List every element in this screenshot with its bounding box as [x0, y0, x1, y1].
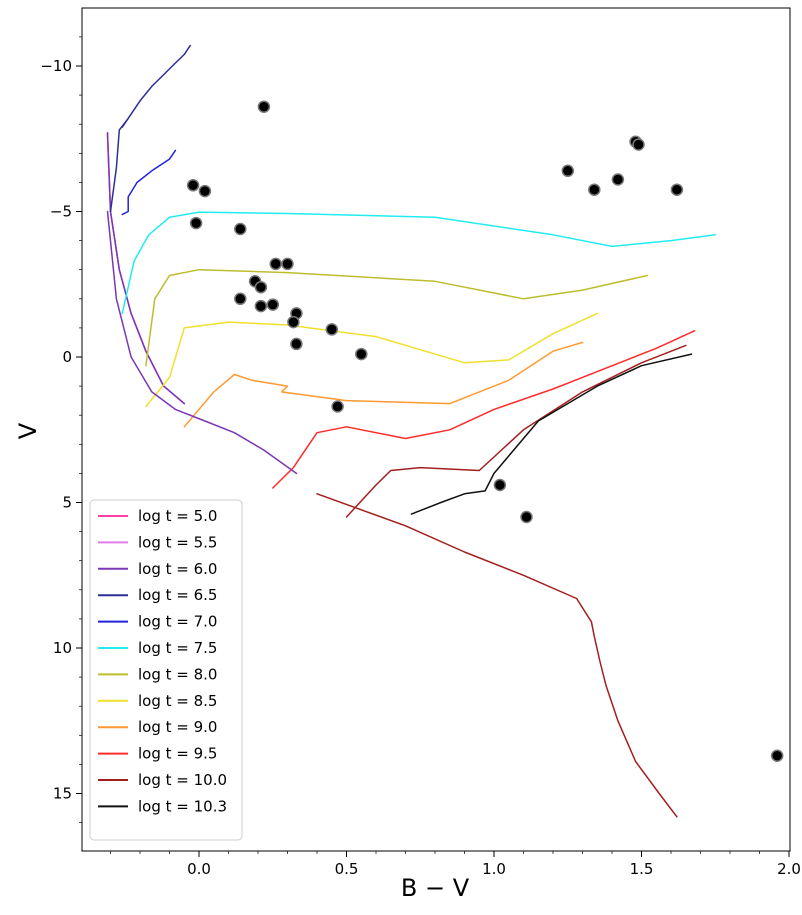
x-axis-label: B − V [401, 874, 470, 902]
series-line-12 [316, 493, 678, 818]
data-point-20 [561, 164, 575, 178]
x-axis-ticks: 0.0 0.5 1.0 1.5 2.0 [110, 851, 801, 878]
series-line-11 [410, 353, 693, 515]
data-point-8 [254, 280, 268, 294]
x-tick-label: 0.0 [187, 860, 211, 878]
y-tick-label: 5 [62, 494, 72, 512]
y-axis-label: V [14, 422, 42, 439]
data-point-14 [325, 323, 339, 336]
y-tick-label: 0 [62, 348, 72, 366]
data-points [186, 100, 784, 762]
legend-label: log t = 7.0 [138, 613, 217, 631]
data-point-13 [287, 315, 300, 329]
series-line-4 [121, 149, 177, 216]
y-tick-label: −10 [40, 57, 72, 75]
legend-label: log t = 6.5 [138, 586, 217, 604]
legend: log t = 5.0 log t = 5.5 log t = 6.0 log t =… [89, 499, 243, 841]
data-point-25 [670, 183, 684, 196]
data-point-0 [257, 100, 271, 113]
series-line-8 [183, 341, 584, 428]
data-point-22 [611, 173, 625, 186]
legend-box [89, 499, 243, 841]
data-point-1 [186, 179, 200, 192]
data-point-5 [269, 257, 282, 271]
data-point-21 [588, 183, 601, 196]
data-point-6 [281, 257, 294, 271]
data-point-2 [198, 184, 212, 198]
series-line-6 [145, 268, 649, 367]
x-tick-label: 0.5 [335, 860, 359, 878]
legend-label: log t = 9.0 [138, 718, 217, 736]
data-point-4 [234, 222, 247, 236]
series-line-3 [109, 44, 191, 213]
x-tick-label: 2.0 [777, 860, 801, 878]
x-tick-label: 1.0 [482, 860, 506, 878]
y-tick-label: −5 [50, 203, 72, 221]
legend-label: log t = 10.0 [138, 771, 227, 789]
isochrone-curves [106, 44, 717, 818]
legend-label: log t = 6.0 [138, 560, 217, 578]
y-tick-label: 10 [53, 639, 72, 657]
data-point-3 [189, 216, 203, 230]
series-line-9 [272, 330, 696, 489]
data-point-16 [355, 347, 368, 361]
data-point-18 [493, 478, 507, 492]
data-point-10 [266, 298, 280, 311]
x-tick-label: 1.5 [630, 860, 654, 878]
series-line-13 [106, 210, 298, 475]
data-point-17 [331, 400, 344, 413]
data-point-26 [770, 749, 784, 762]
data-point-11 [254, 299, 268, 313]
legend-label: log t = 9.5 [138, 745, 217, 763]
data-point-19 [520, 510, 533, 524]
y-axis-ticks: −10 −5 0 5 10 15 [40, 36, 82, 823]
legend-label: log t = 8.5 [138, 692, 217, 710]
y-tick-label: 15 [53, 785, 72, 803]
legend-label: log t = 7.5 [138, 639, 217, 657]
data-point-9 [234, 292, 247, 306]
series-line-5 [121, 211, 717, 315]
legend-label: log t = 5.0 [138, 507, 217, 525]
legend-label: log t = 8.0 [138, 665, 217, 683]
series-line-10 [345, 344, 687, 518]
data-point-15 [290, 337, 303, 351]
legend-label: log t = 10.3 [138, 797, 227, 815]
data-point-24 [632, 138, 645, 151]
legend-label: log t = 5.5 [138, 533, 217, 551]
